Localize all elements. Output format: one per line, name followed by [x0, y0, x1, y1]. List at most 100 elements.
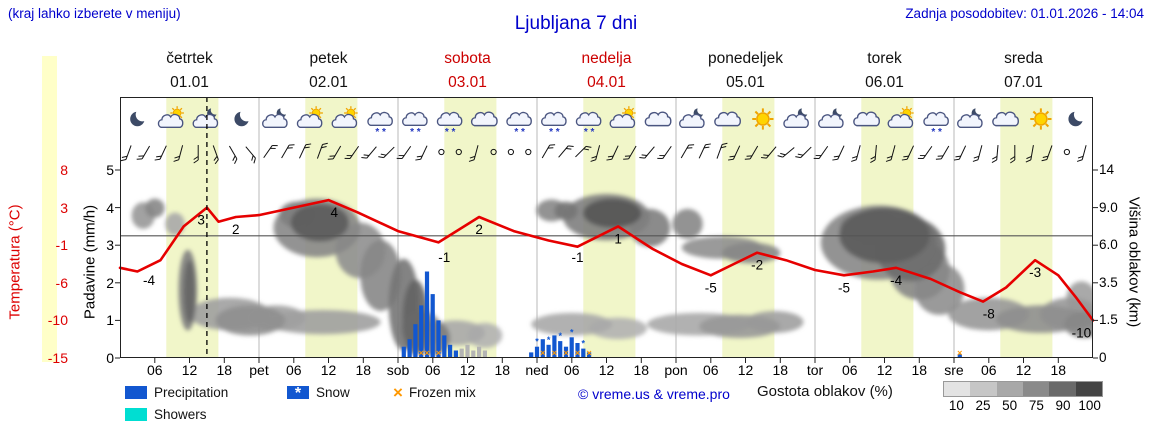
- day-date: 03.01: [448, 74, 487, 91]
- x-axis-label: 18: [355, 362, 372, 378]
- cloud-height-tick-label: 9.0: [1099, 199, 1118, 215]
- weather-icon-cloud: [714, 111, 742, 127]
- svg-text:×: ×: [419, 348, 424, 358]
- x-axis-label: ned: [525, 362, 549, 378]
- svg-text:* *: * *: [410, 127, 421, 138]
- weather-icon-cloud: [644, 111, 672, 127]
- x-axis-label: tor: [806, 362, 824, 378]
- cloud-density-label: Gostota oblakov (%): [757, 383, 893, 400]
- legend-frozen-mix: × Frozen mix: [393, 382, 476, 402]
- cloud-density-scale-label: 50: [1002, 398, 1018, 413]
- svg-text:×: ×: [552, 348, 557, 358]
- svg-text:-3: -3: [1029, 265, 1041, 280]
- weather-icon-cloud-snow: * *: [506, 111, 532, 138]
- x-axis-label: 12: [181, 362, 198, 378]
- svg-text:-2: -2: [751, 258, 763, 273]
- legend-snow: Snow: [287, 385, 350, 400]
- legend-snow-label: Snow: [316, 385, 350, 400]
- cloud-density-step: [1075, 382, 1102, 396]
- precip-tick-label: 2: [106, 274, 114, 291]
- cloud-height-tick-label: 14: [1099, 162, 1115, 177]
- temp-tick-label: -1: [55, 237, 68, 254]
- x-axis-label: 12: [320, 362, 337, 378]
- copyright-link[interactable]: © vreme.us & vreme.pro: [578, 386, 730, 402]
- legend-frozen-mix-label: Frozen mix: [408, 385, 476, 400]
- legend-precipitation-label: Precipitation: [154, 385, 229, 400]
- temp-tick-label: -6: [55, 274, 68, 291]
- svg-text:×: ×: [436, 348, 441, 358]
- x-axis-label: 06: [980, 362, 997, 378]
- x-axis-label: sre: [944, 362, 964, 378]
- cloud-density-scale-label: 10: [948, 398, 964, 413]
- svg-text:* *: * *: [931, 127, 942, 138]
- x-axis-label: pet: [249, 362, 269, 378]
- svg-text:3: 3: [197, 213, 205, 228]
- svg-text:*: *: [558, 331, 562, 341]
- svg-text:* *: * *: [549, 127, 560, 138]
- weather-icon-sun: [1029, 107, 1053, 131]
- svg-text:*: *: [582, 339, 586, 349]
- weather-icon-cloud: [853, 111, 881, 127]
- svg-text:×: ×: [957, 348, 962, 358]
- weather-icon-moon: [234, 112, 248, 126]
- x-axis-label: 06: [424, 362, 441, 378]
- svg-text:*: *: [535, 337, 539, 347]
- last-update: Zadnja posodobitev: 01.01.2026 - 14:04: [905, 6, 1144, 21]
- x-axis-label: 18: [772, 362, 789, 378]
- cloud-density-step: [944, 382, 971, 396]
- legend-showers-label: Showers: [154, 407, 207, 422]
- frozen-mix-icon: ×: [393, 382, 403, 402]
- cloud-height-tick-label: 1.5: [1099, 312, 1118, 328]
- axis-color-strip: [42, 56, 57, 362]
- day-name: sreda: [1004, 50, 1043, 67]
- svg-text:* *: * *: [375, 127, 386, 138]
- x-axis-label: 06: [841, 362, 858, 378]
- temperature-axis-label: Temperatura (°C): [6, 204, 24, 320]
- x-axis-label: 12: [598, 362, 615, 378]
- temp-tick-label: 8: [60, 162, 68, 178]
- day-date: 06.01: [865, 74, 904, 91]
- weather-icon-cloud-snow: * *: [923, 111, 949, 138]
- weather-icons: * * * * * * * * * * * * * *: [130, 105, 1083, 138]
- x-axis-label: pon: [664, 362, 688, 378]
- svg-text:4: 4: [331, 205, 339, 220]
- day-name: sobota: [444, 50, 491, 67]
- axis-ticks: [115, 169, 1098, 363]
- temp-tick-label: -10: [47, 312, 68, 329]
- cloud-density-scale-label: 100: [1078, 398, 1101, 413]
- legend-showers: Showers: [125, 407, 207, 422]
- svg-text:-1: -1: [438, 250, 450, 265]
- cloud-density-step: [970, 382, 997, 396]
- svg-text:-5: -5: [705, 280, 717, 295]
- svg-text:-8: -8: [983, 307, 995, 322]
- svg-text:-10: -10: [1072, 325, 1092, 340]
- weather-icon-cloud-snow: * *: [575, 111, 602, 138]
- svg-text:2: 2: [475, 222, 483, 237]
- day-date: 05.01: [726, 74, 765, 91]
- precipitation-swatch: [125, 386, 147, 399]
- svg-text:-4: -4: [890, 273, 902, 288]
- x-axis-label: 12: [1015, 362, 1032, 378]
- weather-icon-cloud-moon: [957, 108, 983, 128]
- day-name: nedelja: [581, 50, 632, 67]
- svg-text:* *: * *: [445, 127, 456, 138]
- day-date: 04.01: [587, 74, 626, 91]
- x-axis-label: sob: [386, 362, 410, 378]
- weather-icon-cloud-moon: [783, 108, 809, 128]
- x-axis-label: 18: [216, 362, 233, 378]
- x-axis-label: 12: [459, 362, 476, 378]
- weather-icon-cloud-moon: [818, 108, 844, 128]
- svg-text:×: ×: [563, 348, 568, 358]
- cloud-density-scale-label: 75: [1028, 398, 1044, 413]
- cloud-density-step: [1049, 382, 1076, 396]
- temperature-value-labels: -4 3 2 4 -1 2 -1 1 -5 -2 -5 -4 -8 -3 -10: [143, 205, 1091, 340]
- day-date: 07.01: [1004, 74, 1043, 91]
- cloud-height-tick-label: 3.5: [1099, 274, 1118, 290]
- svg-text:-4: -4: [143, 273, 155, 288]
- day-name: petek: [309, 50, 348, 67]
- svg-text:-5: -5: [838, 280, 850, 295]
- day-name: četrtek: [166, 50, 213, 67]
- cloud-density-scale-label: 25: [975, 398, 991, 413]
